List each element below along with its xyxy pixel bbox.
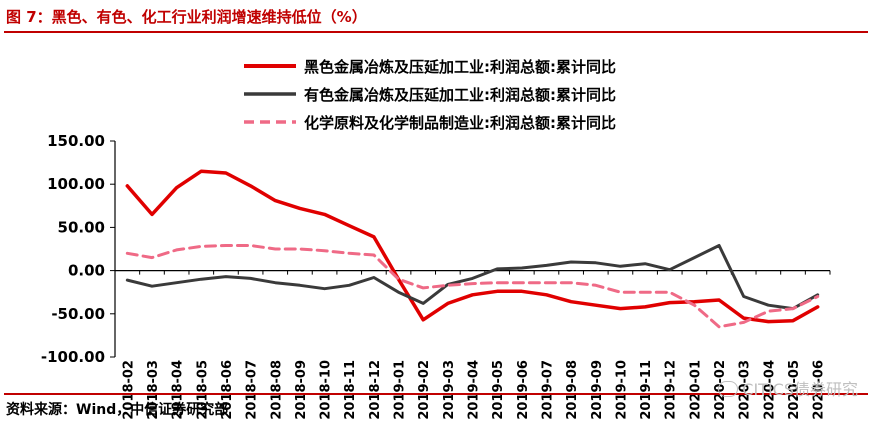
x-tick-label: 2020-01 xyxy=(688,360,703,420)
x-tick-labels: 2018-02 2018-03 2018-04 2018-05 2018-06 2018-… xyxy=(121,360,826,420)
x-tick-label: 2019-07 xyxy=(540,360,555,420)
x-tick-label: 2018-08 xyxy=(269,360,284,420)
y-tick-label: -100.00 xyxy=(41,348,105,366)
series-line-2 xyxy=(125,244,820,311)
y-tick-label: -50.00 xyxy=(51,305,105,323)
x-tick-label: 2019-05 xyxy=(491,360,506,420)
x-tick-label: 2020-04 xyxy=(762,360,777,420)
legend: 黑色金属冶炼及压延加工业:利润总额:累计同比有色金属冶炼及压延加工业:利润总额:… xyxy=(244,58,616,132)
x-tick-label: 2018-11 xyxy=(343,360,358,420)
x-tick-label: 2019-04 xyxy=(467,360,482,420)
x-tick-label: 2018-03 xyxy=(146,360,161,420)
chart-title: 图 7：黑色、有色、化工行业利润增速维持低位（%） xyxy=(6,8,367,26)
wechat-icon xyxy=(718,381,739,397)
x-tick-label: 2019-11 xyxy=(639,360,654,420)
x-tick-label: 2018-12 xyxy=(368,360,383,420)
top-divider xyxy=(4,31,868,33)
x-tick-label: 2019-03 xyxy=(442,360,457,420)
legend-label-2: 有色金属冶炼及压延加工业:利润总额:累计同比 xyxy=(304,86,616,104)
x-tick-label: 2020-03 xyxy=(738,360,753,420)
x-tick-label: 2019-02 xyxy=(417,360,432,420)
legend-label-3: 化学原料及化学制品制造业:利润总额:累计同比 xyxy=(304,114,616,132)
y-tick-label: 0.00 xyxy=(68,262,105,280)
x-tick-label: 2018-07 xyxy=(245,360,260,420)
series-line-1 xyxy=(125,169,820,324)
series-lines xyxy=(125,169,820,329)
x-tick-label: 2019-01 xyxy=(393,360,408,420)
x-tick-label: 2018-10 xyxy=(319,360,334,420)
x-tick-label: 2018-06 xyxy=(220,360,235,420)
y-tick-label: 150.00 xyxy=(47,132,105,150)
y-tick-label: 50.00 xyxy=(58,218,105,236)
x-tick-label: 2020-05 xyxy=(787,360,802,420)
x-tick-label: 2018-02 xyxy=(121,360,136,420)
x-tick-label: 2019-12 xyxy=(664,360,679,420)
x-tick-label: 2019-10 xyxy=(614,360,629,420)
y-tick-label: 100.00 xyxy=(47,175,105,193)
legend-label-1: 黑色金属冶炼及压延加工业:利润总额:累计同比 xyxy=(304,58,616,76)
source-note: 资料来源：Wind，中信证券研究部 xyxy=(6,402,229,418)
x-tick-label: 2019-06 xyxy=(516,360,531,420)
axes: 150.00 100.00 50.00 0.00 -50.00 -100.00 xyxy=(41,132,831,366)
bottom-divider xyxy=(4,393,868,395)
watermark-text: CITICS债券研究 xyxy=(742,380,858,399)
x-tick-label: 2019-09 xyxy=(590,360,605,420)
x-tick-label: 2018-04 xyxy=(171,360,186,420)
series-line-3 xyxy=(125,244,820,329)
x-tick-label: 2020-06 xyxy=(812,360,827,420)
x-tick-label: 2019-08 xyxy=(565,360,580,420)
x-tick-label: 2018-05 xyxy=(195,360,210,420)
watermark: CITICS债券研究 xyxy=(718,376,858,400)
x-tick-label: 2018-09 xyxy=(294,360,309,420)
